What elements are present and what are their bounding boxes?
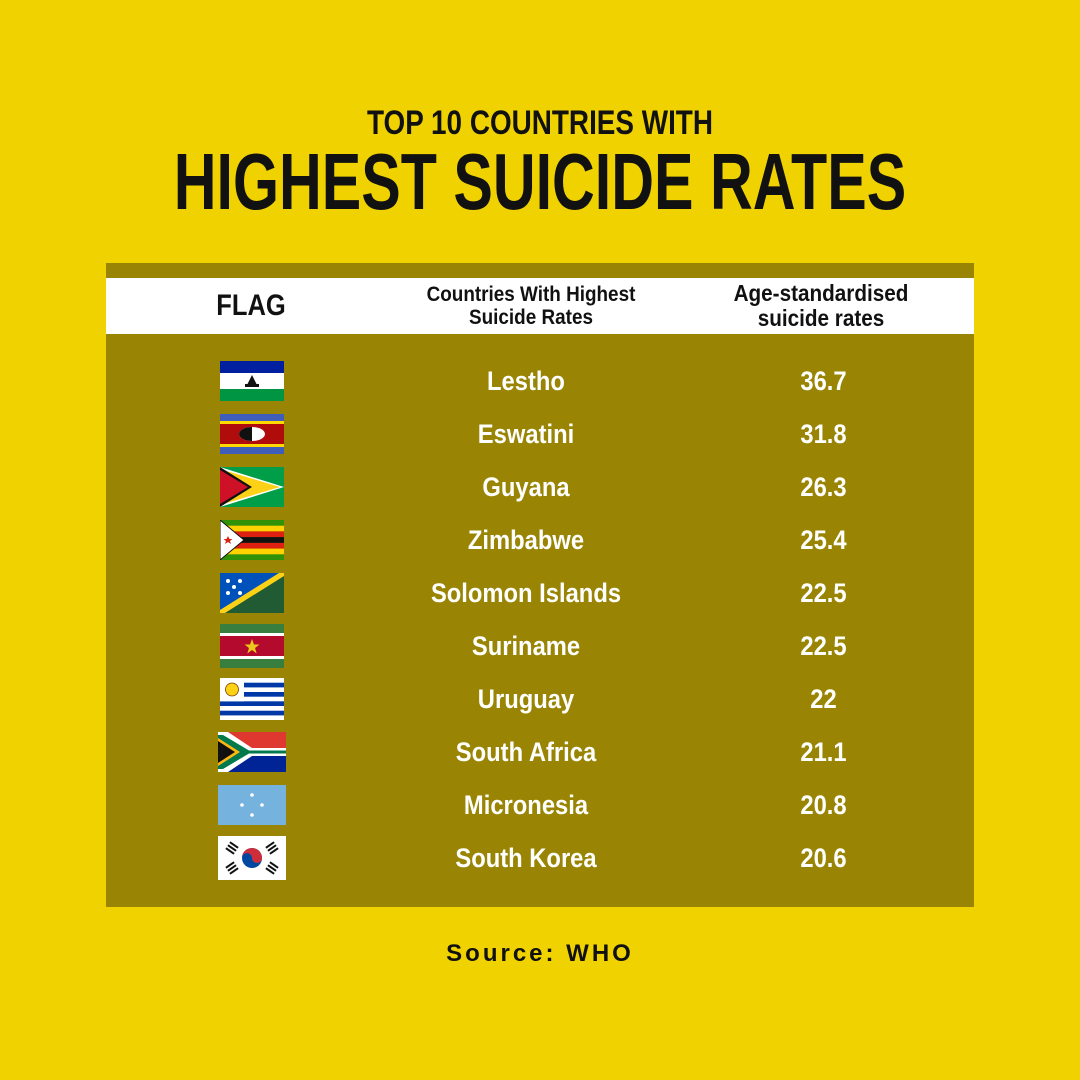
rate-value: 22 [810, 684, 837, 714]
country-name: Uruguay [477, 684, 575, 714]
rate-value: 20.8 [800, 790, 847, 820]
page-title: HIGHEST SUICIDE RATES [173, 137, 907, 226]
zimbabwe-flag-icon [220, 520, 284, 560]
table-row: South Korea 20.6 [106, 833, 974, 883]
table-row: Uruguay 22 [106, 674, 974, 724]
rate-value: 25.4 [800, 525, 847, 555]
south-africa-flag-icon [218, 732, 286, 772]
table-row: Suriname 22.5 [106, 621, 974, 671]
country-name: Micronesia [463, 790, 589, 820]
page-subtitle: TOP 10 COUNTRIES WITH [367, 104, 713, 142]
table-row: Lestho 36.7 [106, 356, 974, 406]
country-name: South Africa [455, 737, 597, 767]
suriname-flag-icon [220, 624, 284, 668]
country-name: Zimbabwe [467, 525, 585, 555]
country-name: South Korea [455, 843, 597, 873]
source-note: Source: WHO [446, 940, 634, 967]
country-name: Guyana [482, 472, 570, 502]
country-name: Solomon Islands [430, 578, 622, 608]
uruguay-flag-icon [220, 678, 284, 720]
country-name: Lestho [487, 366, 565, 396]
rate-value: 21.1 [800, 737, 847, 767]
table-row: Eswatini 31.8 [106, 409, 974, 459]
guyana-flag-icon [220, 467, 284, 507]
rate-value: 31.8 [800, 419, 847, 449]
rate-value: 22.5 [800, 631, 847, 661]
table-header: FLAG Countries With Highest Suicide Rate… [106, 278, 974, 334]
header-country: Countries With Highest Suicide Rates [426, 283, 636, 329]
rate-value: 20.6 [800, 843, 847, 873]
table-row: Guyana 26.3 [106, 462, 974, 512]
rate-value: 26.3 [800, 472, 847, 502]
rate-value: 22.5 [800, 578, 847, 608]
south-korea-flag-icon [218, 836, 286, 880]
micronesia-flag-icon [218, 785, 286, 825]
header-flag: FLAG [216, 289, 286, 322]
data-table: FLAG Countries With Highest Suicide Rate… [106, 263, 974, 907]
eswatini-flag-icon [220, 414, 284, 454]
table-row: Solomon Islands 22.5 [106, 568, 974, 618]
table-row: South Africa 21.1 [106, 727, 974, 777]
rate-value: 36.7 [800, 366, 847, 396]
lesotho-flag-icon [220, 361, 284, 401]
solomon-islands-flag-icon [220, 573, 284, 613]
table-row: Zimbabwe 25.4 [106, 515, 974, 565]
header-rate: Age-standardised suicide rates [733, 280, 909, 331]
country-name: Suriname [471, 631, 581, 661]
table-row: Micronesia 20.8 [106, 780, 974, 830]
country-name: Eswatini [477, 419, 575, 449]
